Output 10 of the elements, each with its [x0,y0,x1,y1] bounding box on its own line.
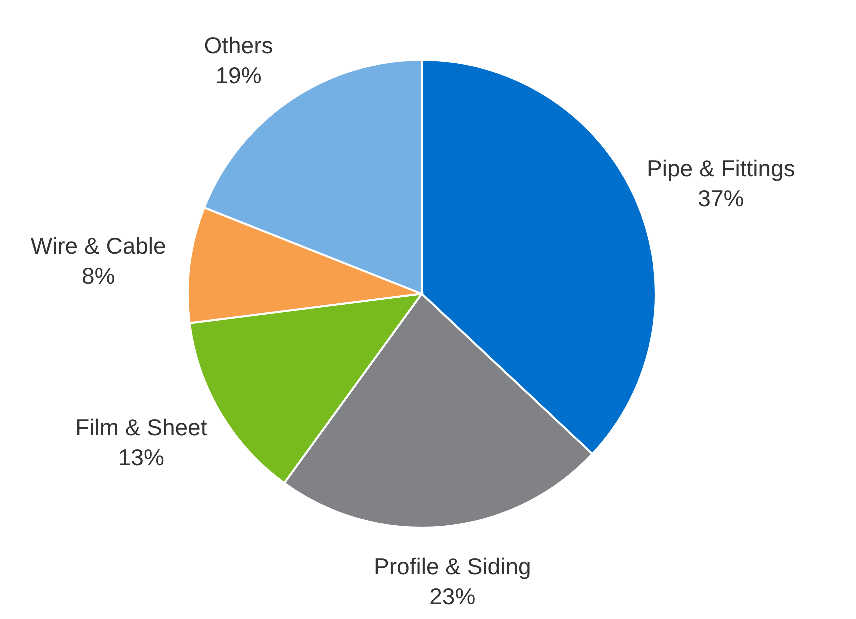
slice-label: Wire & Cable [30,233,166,260]
data-label: 19% [216,62,262,88]
slice-label: Pipe & Fittings [647,155,796,182]
slice-label: Others [204,32,274,58]
data-label: 37% [698,185,744,212]
data-label: 8% [82,263,116,290]
slice-label: Profile & Siding [374,554,532,580]
slice-label: Film & Sheet [76,414,208,441]
data-label: 13% [118,444,164,471]
data-label: 23% [430,584,476,610]
